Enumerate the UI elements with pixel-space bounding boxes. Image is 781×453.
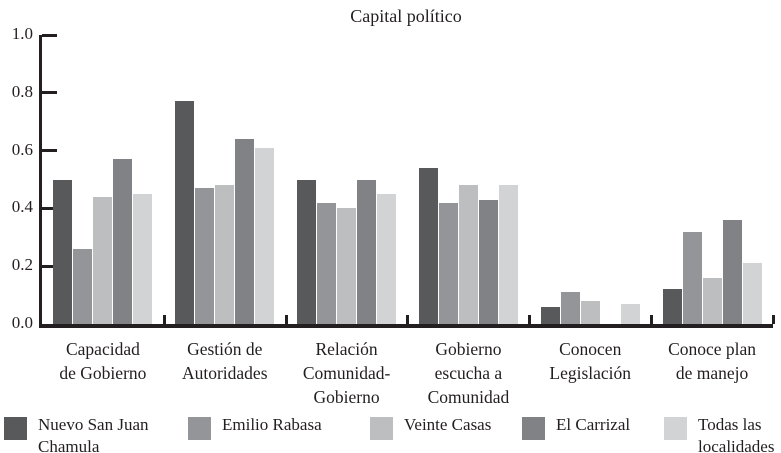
bar xyxy=(317,202,337,324)
bar xyxy=(478,199,498,324)
category-label: Conoce plan de manejo xyxy=(668,339,757,383)
category-label: Gobierno escucha a Comunidad xyxy=(427,339,510,407)
legend-item: Todas las localidades xyxy=(664,410,774,453)
x-boundary-tick xyxy=(162,315,166,324)
legend-swatch xyxy=(664,417,687,440)
bar xyxy=(722,219,742,324)
legend-swatch xyxy=(4,417,27,440)
bar xyxy=(560,292,580,324)
bar xyxy=(540,306,560,324)
bar xyxy=(498,185,518,324)
category-label: Capacidad de Gobierno xyxy=(59,339,147,383)
legend-item: Veinte Casas xyxy=(370,410,491,440)
y-tick-mark xyxy=(42,33,57,37)
bar xyxy=(662,289,682,324)
legend-label: Veinte Casas xyxy=(404,415,492,434)
legend-label: Todas las localidades xyxy=(698,415,775,453)
bar xyxy=(53,179,73,324)
bar-groups xyxy=(42,35,775,324)
legend-label: Emilio Rabasa xyxy=(222,415,322,434)
bar xyxy=(73,248,93,324)
bar xyxy=(215,185,235,324)
category-group xyxy=(164,35,288,324)
bar xyxy=(418,167,438,324)
x-boundary-tick xyxy=(650,315,654,324)
x-boundary-tick xyxy=(284,315,288,324)
legend-swatch xyxy=(522,417,545,440)
legend-item: Nuevo San Juan Chamula xyxy=(4,410,148,453)
legend: Nuevo San Juan Chamula Emilio Rabasa Veint… xyxy=(0,410,781,453)
category-label: Relación Comunidad- Gobierno xyxy=(302,339,391,407)
bar xyxy=(682,231,702,324)
bar xyxy=(113,159,133,324)
bar xyxy=(297,179,317,324)
x-boundary-tick xyxy=(406,315,410,324)
legend-swatch xyxy=(370,417,393,440)
legend-item: Emilio Rabasa xyxy=(188,410,322,440)
category-label: Conocen Legislación xyxy=(549,339,632,383)
y-tick-label: 0.0 xyxy=(11,313,33,332)
legend-swatch xyxy=(188,417,211,440)
legend-item: El Carrizal xyxy=(522,410,630,440)
bar xyxy=(255,147,275,324)
bar xyxy=(458,185,478,324)
y-tick-label: 0.6 xyxy=(11,139,33,159)
bar xyxy=(175,101,195,324)
category-group xyxy=(529,35,654,324)
bar xyxy=(620,303,640,324)
y-tick-label: 1.0 xyxy=(11,24,33,43)
bar xyxy=(580,300,600,324)
legend-label: Nuevo San Juan Chamula xyxy=(38,415,149,453)
category-group xyxy=(42,35,166,324)
category-label: Gestión de Autoridades xyxy=(181,339,268,383)
bar xyxy=(377,193,397,324)
y-tick-mark xyxy=(42,91,57,95)
bar xyxy=(337,208,357,324)
bar xyxy=(438,202,458,324)
category-group xyxy=(286,35,410,324)
x-boundary-tick xyxy=(771,315,775,324)
y-tick-label: 0.2 xyxy=(11,255,33,275)
bar xyxy=(93,196,113,324)
bar xyxy=(235,139,255,324)
x-axis-labels: Capacidad de Gobierno Gestión de Autorida… xyxy=(42,337,773,409)
x-boundary-tick xyxy=(528,315,532,324)
plot-area xyxy=(39,35,775,328)
y-tick-label: 0.4 xyxy=(11,197,33,217)
category-group xyxy=(407,35,532,324)
legend-label: El Carrizal xyxy=(556,415,631,434)
y-tick-mark xyxy=(42,264,57,268)
bar xyxy=(742,263,762,324)
y-tick-label: 0.8 xyxy=(11,81,33,101)
bar xyxy=(702,277,722,324)
y-tick-mark xyxy=(42,206,57,210)
chart-title: Capital político xyxy=(350,6,462,26)
bar xyxy=(195,188,215,324)
bar xyxy=(133,193,153,324)
bar xyxy=(357,179,377,324)
y-tick-mark xyxy=(42,149,57,153)
category-group xyxy=(651,35,775,324)
